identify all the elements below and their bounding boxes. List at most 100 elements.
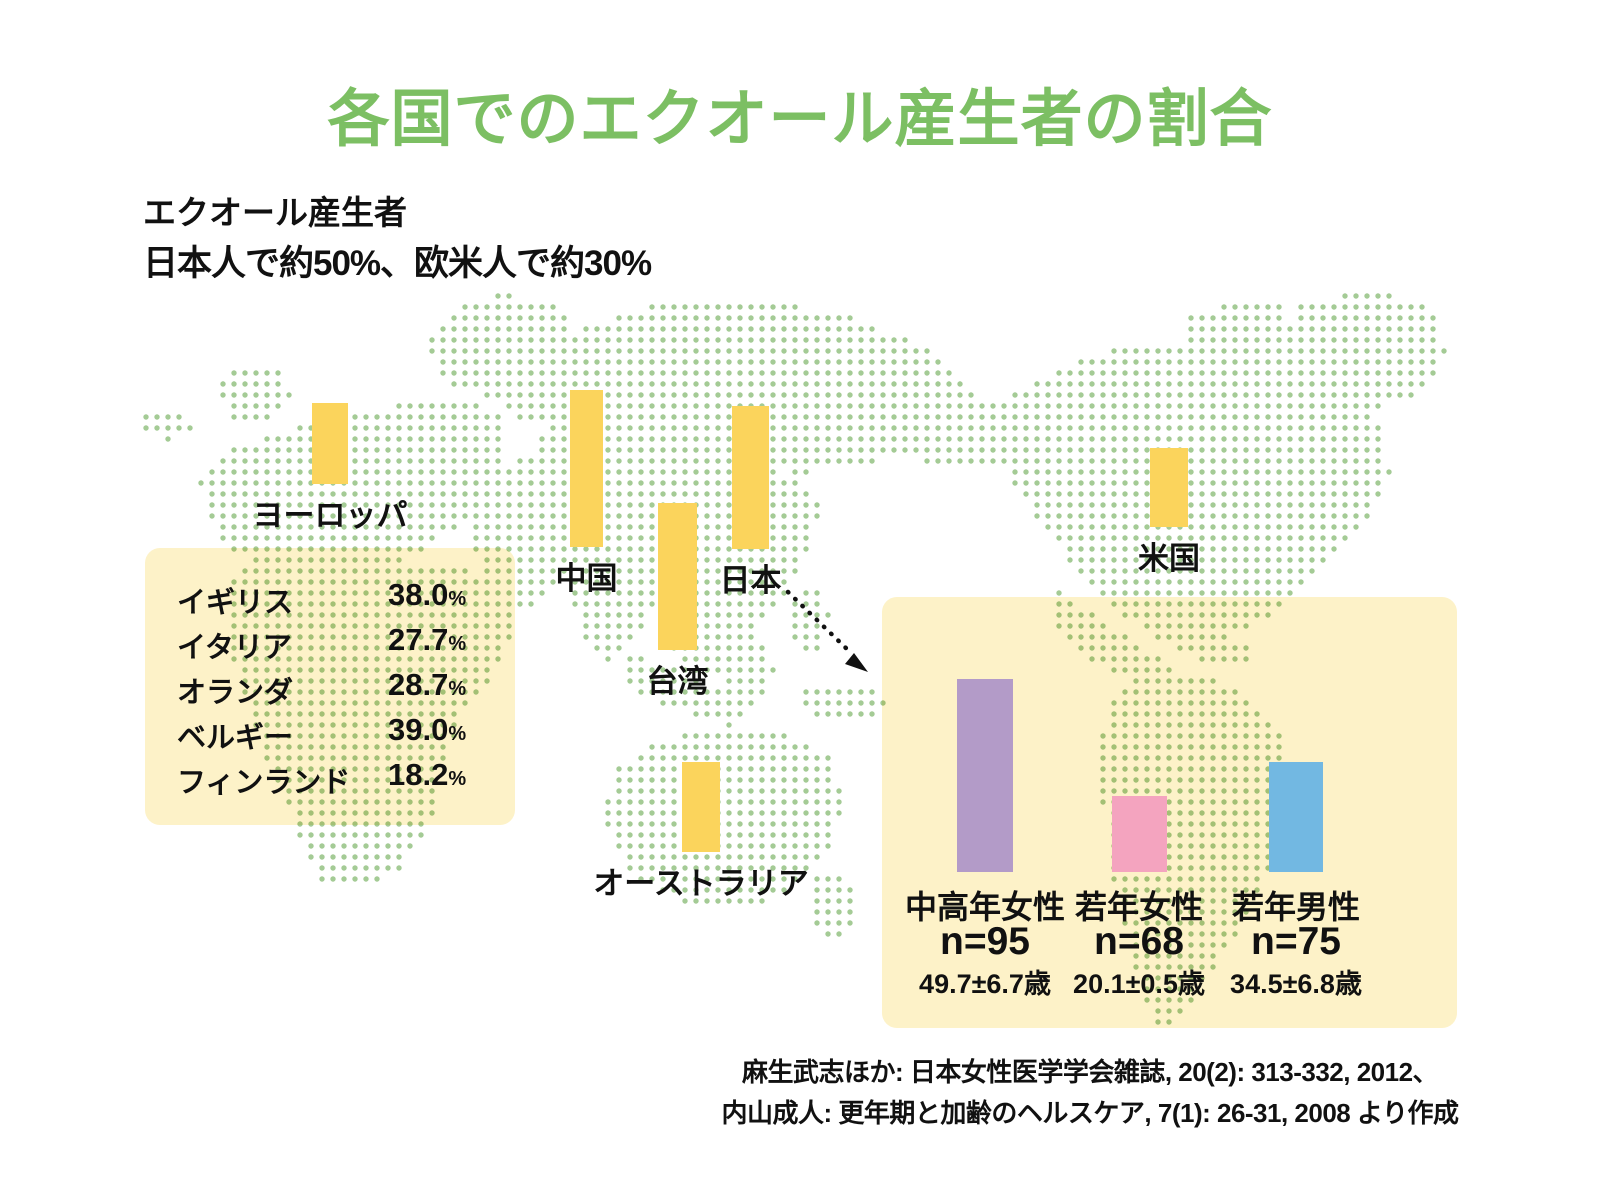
map-dot [231,469,237,475]
map-dot [275,447,281,453]
map-dot [440,326,446,332]
map-dot [418,480,424,486]
map-dot [396,502,402,508]
map-dot [330,865,336,871]
map-dot [385,469,391,475]
map-dot [363,524,369,530]
map-dot [363,865,369,871]
map-dot [275,392,281,398]
map-dot [341,535,347,541]
map-dot [429,337,435,343]
map-dot [242,370,248,376]
map-dot [253,392,259,398]
map-dot [330,502,336,508]
map-dot [352,425,358,431]
map-dot [363,513,369,519]
map-dot [308,535,314,541]
map-dot [407,458,413,464]
map-dot [308,524,314,530]
map-dot [374,502,380,508]
map-dot [154,414,160,420]
map-dot [341,865,347,871]
map-dot [374,458,380,464]
map-dot [374,535,380,541]
map-dot [396,458,402,464]
map-dot [253,502,259,508]
map-dot [319,865,325,871]
map-dot [242,480,248,486]
map-dot [352,832,358,838]
map-dot [407,436,413,442]
map-dot [275,458,281,464]
map-dot [264,381,270,387]
map-dot [407,843,413,849]
map-dot [352,865,358,871]
map-dot [352,535,358,541]
map-dot [242,535,248,541]
map-dot [363,414,369,420]
map-dot [418,447,424,453]
map-dot [385,447,391,453]
map-dot [396,469,402,475]
map-dot [231,535,237,541]
map-dot [242,447,248,453]
map-dot [253,480,259,486]
map-dot [429,491,435,497]
map-dot [407,502,413,508]
map-dot [297,524,303,530]
map-dot [264,392,270,398]
map-dot [297,458,303,464]
map-dot [286,447,292,453]
map-dot [319,502,325,508]
map-dot [429,436,435,442]
map-dot [286,524,292,530]
map-dot [319,832,325,838]
map-dot [209,513,215,519]
map-dot [407,535,413,541]
map-dot [286,436,292,442]
map-dot [440,348,446,354]
map-dot [308,513,314,519]
map-dot [352,491,358,497]
map-dot [264,524,270,530]
map-dot [308,491,314,497]
map-dot [363,491,369,497]
map-dot [407,513,413,519]
map-dot [319,876,325,882]
map-dot [429,458,435,464]
map-dot [352,876,358,882]
map-dot [418,414,424,420]
map-dot [275,370,281,376]
map-dot [297,480,303,486]
map-dot [319,513,325,519]
map-dot [363,436,369,442]
map-dot [264,502,270,508]
map-dot [275,491,281,497]
map-dot [297,425,303,431]
map-dot [374,469,380,475]
map-dot [440,337,446,343]
map-dot [319,535,325,541]
map-dot [418,458,424,464]
map-dot [220,469,226,475]
map-dot [231,480,237,486]
map-dot [220,480,226,486]
map-dot [396,843,402,849]
leader-arrow-line [785,589,852,654]
map-dot [264,370,270,376]
map-dot [220,392,226,398]
map-dot [363,832,369,838]
map-dot [374,436,380,442]
map-dot [297,491,303,497]
map-dot [253,381,259,387]
map-dot [396,414,402,420]
map-dot [418,469,424,475]
map-dot [352,854,358,860]
map-dot [275,436,281,442]
map-dot [363,469,369,475]
map-dot [374,524,380,530]
map-dot [352,502,358,508]
map-dot [407,403,413,409]
map-dot [363,535,369,541]
